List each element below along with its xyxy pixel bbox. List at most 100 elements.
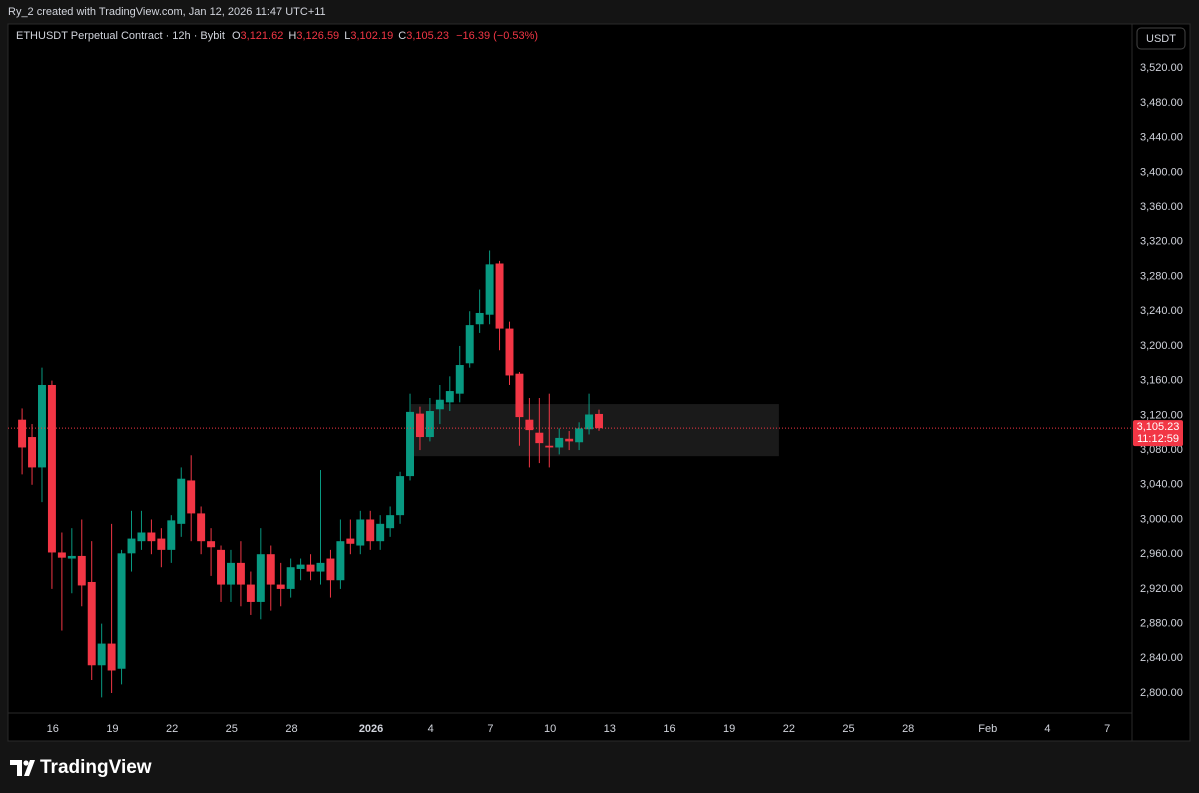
last-price-label: 3,105.23 bbox=[1137, 421, 1180, 433]
high-label: H bbox=[288, 30, 296, 42]
candle-body bbox=[107, 643, 116, 671]
candle-body bbox=[435, 399, 444, 410]
y-tick-label: 2,840.00 bbox=[1140, 652, 1183, 664]
brand-name: TradingView bbox=[40, 757, 152, 778]
candle-body bbox=[326, 558, 335, 581]
x-tick-label: 16 bbox=[47, 723, 59, 735]
candle-body bbox=[386, 515, 395, 529]
credit: Ry_2 created with TradingView.com, Jan 1… bbox=[8, 6, 326, 18]
candle-body bbox=[47, 384, 56, 553]
candle-body bbox=[187, 480, 196, 514]
candle-body bbox=[415, 413, 424, 438]
currency-label[interactable]: USDT bbox=[1146, 33, 1176, 45]
close-value: 3,105.23 bbox=[406, 30, 449, 42]
candle-body bbox=[197, 513, 206, 542]
high-value: 3,126.59 bbox=[296, 30, 339, 42]
candle-body bbox=[425, 411, 434, 438]
candle-body bbox=[316, 562, 325, 572]
candle-body bbox=[485, 264, 494, 315]
candle-body bbox=[575, 428, 584, 443]
candle-body bbox=[207, 541, 216, 548]
x-tick-label: 2026 bbox=[359, 723, 383, 735]
x-tick-label: 19 bbox=[723, 723, 735, 735]
candle-body bbox=[57, 552, 66, 558]
y-tick-label: 3,440.00 bbox=[1140, 132, 1183, 144]
x-tick-label: 16 bbox=[663, 723, 675, 735]
x-tick-label: 28 bbox=[902, 723, 914, 735]
candle-body bbox=[366, 519, 375, 542]
candle-body bbox=[396, 476, 405, 516]
y-tick-label: 3,160.00 bbox=[1140, 375, 1183, 387]
candle-body bbox=[38, 384, 46, 468]
x-tick-label: 25 bbox=[226, 723, 238, 735]
y-tick-label: 3,360.00 bbox=[1140, 201, 1183, 213]
candle-body bbox=[127, 538, 136, 554]
candle-body bbox=[505, 328, 514, 376]
currency-button[interactable] bbox=[1136, 27, 1186, 50]
candle-body bbox=[226, 562, 235, 585]
x-tick-label: 10 bbox=[544, 723, 556, 735]
candle-body bbox=[465, 325, 474, 364]
y-tick-label: 3,280.00 bbox=[1140, 270, 1183, 282]
candle-body bbox=[137, 532, 146, 542]
x-tick-label: 22 bbox=[166, 723, 178, 735]
x-tick-label: Feb bbox=[978, 723, 997, 735]
candle-body bbox=[346, 538, 355, 544]
candle-body bbox=[445, 391, 454, 403]
y-tick-label: 2,800.00 bbox=[1140, 687, 1183, 699]
x-tick-label: 28 bbox=[285, 723, 297, 735]
x-tick-label: 22 bbox=[783, 723, 795, 735]
candle-body bbox=[495, 263, 504, 329]
candle-body bbox=[18, 419, 27, 448]
low-value: 3,102.19 bbox=[350, 30, 393, 42]
candle-body bbox=[545, 445, 554, 448]
brand-logo: TradingView bbox=[10, 757, 152, 778]
countdown-label: 11:12:59 bbox=[1137, 433, 1179, 445]
candle-body bbox=[595, 413, 603, 429]
y-tick-label: 3,080.00 bbox=[1140, 444, 1183, 456]
y-tick-label: 3,120.00 bbox=[1140, 409, 1183, 421]
y-tick-label: 2,920.00 bbox=[1140, 583, 1183, 595]
x-tick-label: 4 bbox=[1044, 723, 1050, 735]
candle-body bbox=[336, 541, 345, 581]
close-label: C bbox=[398, 30, 406, 42]
x-tick-label: 4 bbox=[428, 723, 434, 735]
candle-body bbox=[97, 643, 106, 666]
symbol: ETHUSDT Perpetual Contract · 12h · Bybit bbox=[16, 30, 225, 42]
candle-body bbox=[256, 554, 265, 602]
low-label: L bbox=[344, 30, 350, 42]
y-tick-label: 3,480.00 bbox=[1140, 97, 1183, 109]
candle-body bbox=[28, 437, 37, 468]
logo-dot bbox=[23, 760, 29, 766]
candle-body bbox=[177, 478, 186, 524]
candle-body bbox=[77, 555, 86, 586]
open-label: O bbox=[232, 30, 241, 42]
plot bbox=[8, 250, 1132, 698]
candle-body bbox=[406, 411, 414, 477]
candle-body bbox=[306, 564, 315, 572]
x-tick-label: 7 bbox=[487, 723, 493, 735]
candle-body bbox=[67, 555, 76, 559]
candle-body bbox=[555, 437, 564, 448]
x-tick-label: 19 bbox=[106, 723, 118, 735]
y-tick-label: 3,400.00 bbox=[1140, 166, 1183, 178]
candle-body bbox=[87, 581, 96, 666]
x-tick-label: 25 bbox=[842, 723, 854, 735]
candle-body bbox=[296, 564, 305, 569]
candle-body bbox=[356, 519, 365, 546]
candle-body bbox=[376, 523, 385, 542]
x-tick-label: 13 bbox=[604, 723, 616, 735]
candle-body bbox=[217, 549, 226, 585]
y-tick-label: 3,200.00 bbox=[1140, 340, 1183, 352]
candle-body bbox=[535, 432, 544, 444]
candle-body bbox=[475, 312, 484, 325]
y-tick-label: 3,040.00 bbox=[1140, 479, 1183, 491]
candle-body bbox=[585, 414, 594, 430]
zone-box bbox=[410, 404, 779, 457]
open-value: 3,121.62 bbox=[241, 30, 284, 42]
y-tick-label: 3,000.00 bbox=[1140, 513, 1183, 525]
y-tick-label: 2,880.00 bbox=[1140, 618, 1183, 630]
candle-body bbox=[236, 562, 245, 585]
